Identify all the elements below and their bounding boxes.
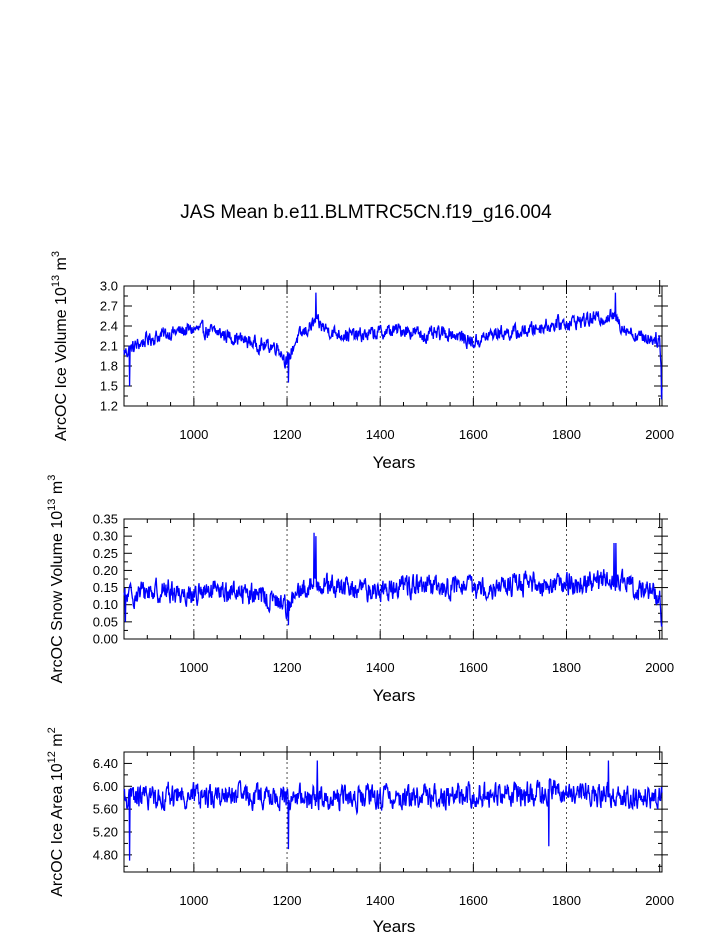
x-tick-label: 1400 bbox=[366, 427, 395, 442]
x-tick-label: 2000 bbox=[645, 660, 674, 675]
x-tick-label: 1200 bbox=[273, 660, 302, 675]
snow-volume-series bbox=[123, 532, 663, 627]
y-tick-label: 5.60 bbox=[93, 802, 118, 817]
plot-frame bbox=[123, 751, 663, 873]
y-tick-label: 2.7 bbox=[100, 299, 118, 314]
ice-volume-panel: 1.2 1.5 1.8 2.1 2.4 2.7 3.0 1000 1200 1400 1600 18… bbox=[50, 251, 674, 472]
y-tick-label: 1.2 bbox=[100, 399, 118, 414]
y-tick-label: 1.8 bbox=[100, 359, 118, 374]
y-tick-label: 3.0 bbox=[100, 279, 118, 294]
x-tick-label: 1200 bbox=[273, 893, 302, 908]
x-tick-label: 1600 bbox=[459, 427, 488, 442]
ice-area-series bbox=[123, 760, 663, 861]
y-tick-label: 0.15 bbox=[93, 580, 118, 595]
x-tick-label: 1000 bbox=[179, 893, 208, 908]
y-tick-label: 6.40 bbox=[93, 756, 118, 771]
x-tick-label: 1400 bbox=[366, 660, 395, 675]
y-tick-label: 4.80 bbox=[93, 847, 118, 862]
x-tick-label: 1800 bbox=[552, 893, 581, 908]
x-tick-labels: 1000 1200 1400 1600 1800 2000 bbox=[179, 660, 674, 675]
y-tick-labels: 0.00 0.05 0.10 0.15 0.20 0.25 0.30 0.35 bbox=[93, 512, 118, 647]
x-axis-label: Years bbox=[373, 917, 416, 935]
axis-ticks bbox=[124, 280, 668, 407]
y-tick-label: 0.30 bbox=[93, 529, 118, 544]
x-tick-label: 1000 bbox=[179, 427, 208, 442]
x-axis-label: Years bbox=[373, 453, 416, 472]
y-tick-label: 0.00 bbox=[93, 632, 118, 647]
x-tick-label: 2000 bbox=[645, 893, 674, 908]
x-axis-label: Years bbox=[373, 686, 416, 705]
y-axis-label: ArcOC Ice Volume 1013 m3 bbox=[50, 251, 70, 441]
y-tick-labels: 1.2 1.5 1.8 2.1 2.4 2.7 3.0 bbox=[100, 279, 118, 414]
chart-title: JAS Mean b.e11.BLMTRC5CN.f19_g16.004 bbox=[180, 202, 552, 223]
vertical-grid bbox=[193, 752, 567, 872]
x-tick-label: 1800 bbox=[552, 427, 581, 442]
ice-volume-series bbox=[123, 292, 663, 400]
x-tick-label: 2000 bbox=[645, 427, 674, 442]
y-axis-label: ArcOC Ice Area 1012 m2 bbox=[46, 727, 66, 897]
y-tick-label: 0.20 bbox=[93, 563, 118, 578]
x-tick-label: 1200 bbox=[273, 427, 302, 442]
y-tick-label: 2.1 bbox=[100, 339, 118, 354]
y-tick-label: 0.10 bbox=[93, 597, 118, 612]
y-axis-label: ArcOC Snow Volume 1013 m3 bbox=[46, 475, 66, 684]
ice-area-panel: 4.80 5.20 5.60 6.00 6.40 1000 1200 1400 1600 180… bbox=[46, 727, 674, 935]
plot-frame bbox=[123, 285, 663, 407]
x-tick-label: 1600 bbox=[459, 893, 488, 908]
axis-ticks bbox=[124, 746, 668, 872]
x-tick-labels: 1000 1200 1400 1600 1800 2000 bbox=[179, 427, 674, 442]
plot-frame bbox=[123, 518, 663, 640]
y-tick-label: 0.25 bbox=[93, 546, 118, 561]
y-tick-label: 0.05 bbox=[93, 614, 118, 629]
x-tick-labels: 1000 1200 1400 1600 1800 2000 bbox=[179, 893, 674, 908]
axis-ticks bbox=[124, 513, 668, 640]
y-tick-label: 0.35 bbox=[93, 512, 118, 527]
y-tick-label: 1.5 bbox=[100, 379, 118, 394]
x-tick-label: 1600 bbox=[459, 660, 488, 675]
y-tick-labels: 4.80 5.20 5.60 6.00 6.40 bbox=[93, 756, 118, 862]
y-tick-label: 2.4 bbox=[100, 319, 118, 334]
x-tick-label: 1400 bbox=[366, 893, 395, 908]
x-tick-label: 1800 bbox=[552, 660, 581, 675]
vertical-grid bbox=[193, 286, 567, 406]
y-tick-label: 5.20 bbox=[93, 825, 118, 840]
y-tick-label: 6.00 bbox=[93, 779, 118, 794]
snow-volume-panel: 0.00 0.05 0.10 0.15 0.20 0.25 0.30 0.35 1000 120… bbox=[46, 475, 674, 705]
x-tick-label: 1000 bbox=[179, 660, 208, 675]
